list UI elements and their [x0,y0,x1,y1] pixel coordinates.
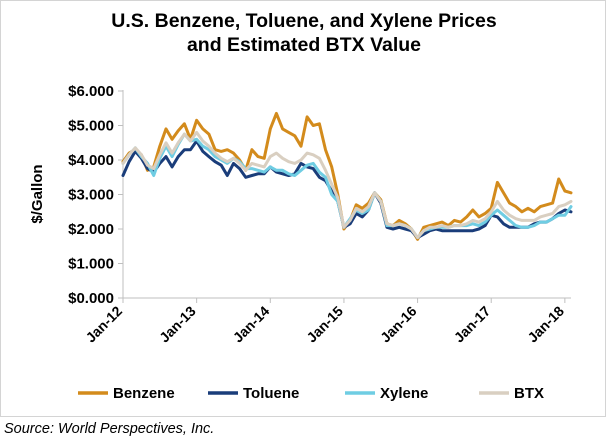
series-line-benzene [121,111,573,241]
x-tick-label: Jan-16 [377,303,420,346]
y-tick-label: $6.000 [68,83,114,100]
legend: Benzene Toluene Xylene BTX [78,385,544,402]
x-tick-label: Jan-17 [451,303,494,346]
chart-title: U.S. Benzene, Toluene, and Xylene Prices… [0,9,608,57]
x-tick-label: Jan-15 [303,303,346,346]
legend-label-benzene: Benzene [113,385,175,402]
y-tick-label: $5.000 [68,118,114,135]
legend-label-xylene: Xylene [380,385,428,402]
chart-frame [0,0,606,417]
y-tick-label: $1.000 [68,256,114,273]
chart-title-line-1: U.S. Benzene, Toluene, and Xylene Prices [111,10,497,32]
legend-label-btx: BTX [514,385,544,402]
y-tick-label: $3.000 [68,187,114,204]
series-line-btx [121,130,573,240]
x-axis: Jan-12 Jan-13 Jan-14 Jan-15 Jan-16 Jan-17 Jan-… [82,297,571,346]
line-chart: $0.000 $1.000 $2.000 $3.000 $4.000 $5.000 $6.0… [29,83,573,402]
x-tick-label: Jan-18 [524,303,567,346]
y-tick-label: $0.000 [68,290,114,307]
legend-label-toluene: Toluene [243,385,299,402]
x-tick-label: Jan-13 [156,303,199,346]
y-axis-label: $/Gallon [29,164,46,223]
y-axis: $0.000 $1.000 $2.000 $3.000 $4.000 $5.000 $6.0… [68,83,124,307]
x-tick-label: Jan-14 [230,303,273,346]
chart-title-line-2: and Estimated BTX Value [186,34,422,56]
y-tick-label: $2.000 [68,221,114,238]
source-note: Source: World Perspectives, Inc. [4,421,215,437]
y-tick-label: $4.000 [68,152,114,169]
plot-area [121,111,573,241]
x-tick-label: Jan-12 [82,303,125,346]
